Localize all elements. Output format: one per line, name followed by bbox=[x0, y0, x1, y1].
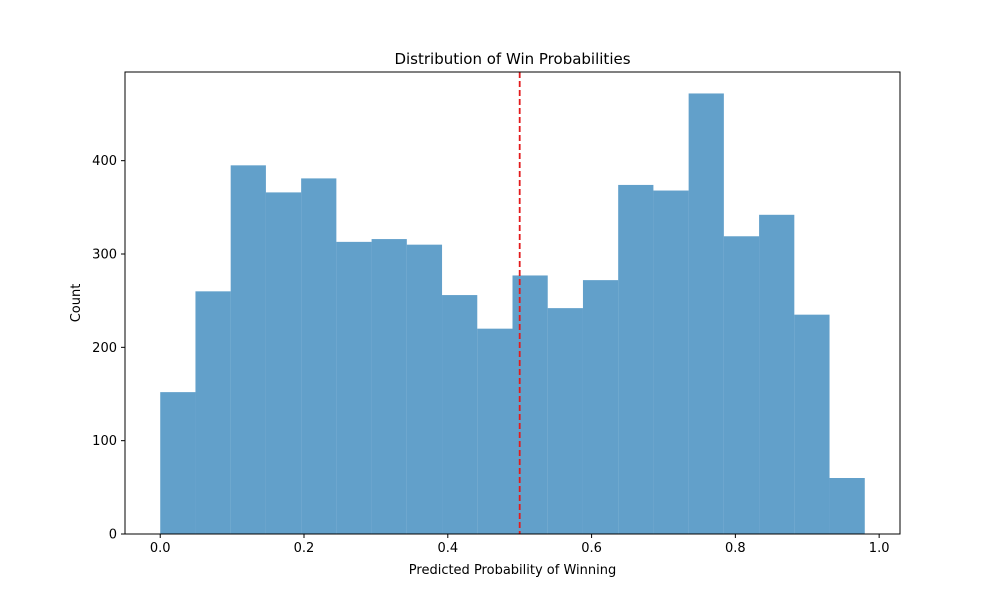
y-tick-label: 100 bbox=[92, 434, 117, 449]
x-axis-label: Predicted Probability of Winning bbox=[409, 563, 616, 578]
histogram-bar bbox=[160, 392, 196, 534]
histogram-bar bbox=[759, 214, 795, 535]
x-tick-label: 1.0 bbox=[869, 541, 890, 556]
y-axis-label: Count bbox=[69, 284, 84, 323]
histogram-bar bbox=[547, 308, 583, 534]
x-tick-label: 0.2 bbox=[294, 541, 315, 556]
x-tick-label: 0.0 bbox=[150, 541, 171, 556]
y-axis: 0 100 200 300 400 bbox=[92, 154, 125, 543]
x-tick-label: 0.8 bbox=[725, 541, 746, 556]
histogram-bar bbox=[301, 178, 337, 534]
plot-frame bbox=[124, 71, 901, 535]
y-tick-label: 0 bbox=[109, 528, 117, 543]
histogram-bar bbox=[371, 239, 407, 535]
bars-group bbox=[160, 93, 865, 535]
histogram-bar bbox=[230, 165, 266, 535]
histogram-bar bbox=[794, 314, 830, 534]
y-tick-label: 200 bbox=[92, 341, 117, 356]
histogram-bar bbox=[512, 275, 548, 534]
histogram-bar bbox=[829, 478, 865, 534]
y-tick-label: 400 bbox=[92, 154, 117, 169]
histogram-bar bbox=[442, 295, 478, 534]
histogram-bar bbox=[406, 244, 443, 534]
histogram-bar bbox=[477, 328, 513, 534]
x-tick-label: 0.4 bbox=[437, 541, 458, 556]
histogram-bar bbox=[653, 190, 689, 535]
y-tick-label: 300 bbox=[92, 248, 117, 263]
x-tick-label: 0.6 bbox=[581, 541, 602, 556]
histogram-bar bbox=[688, 93, 724, 534]
histogram-bar bbox=[723, 236, 760, 534]
histogram-bar bbox=[195, 291, 231, 534]
x-axis: 0.0 0.2 0.4 0.6 0.8 1.0 bbox=[150, 534, 890, 556]
chart-title: Distribution of Win Probabilities bbox=[394, 50, 630, 68]
histogram-bar bbox=[265, 192, 302, 534]
histogram-bar bbox=[582, 280, 619, 534]
histogram-bar bbox=[336, 241, 372, 534]
histogram-bar bbox=[618, 184, 654, 534]
